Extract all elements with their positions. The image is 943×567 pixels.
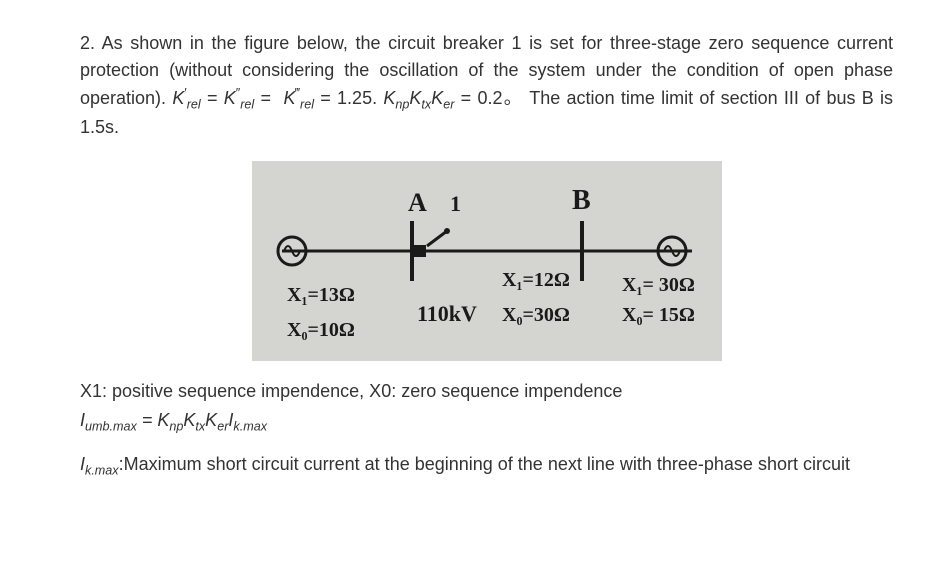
krel-expression: K′rel = K″rel = K‴rel = 1.25. KnpKtxKer …	[172, 88, 529, 108]
tx-sub: tx	[421, 98, 431, 112]
left-x0: X₀=10Ω	[287, 319, 355, 341]
knp2: K	[157, 410, 169, 430]
eq-sym: =	[137, 410, 158, 430]
circuit-svg: A 1 B X₁=13Ω X₀=10Ω X₁=12Ω 110kV X₀=30Ω …	[252, 161, 722, 361]
er-sub: er	[443, 98, 454, 112]
line-voltage: 110kV	[417, 301, 477, 326]
bus-a-label: A	[408, 188, 427, 217]
rel-sub2: rel	[240, 98, 254, 112]
k-sym2: K	[224, 88, 236, 108]
np-sub: np	[395, 98, 409, 112]
tx-sub2: tx	[195, 420, 205, 434]
np-sub2: np	[169, 420, 183, 434]
ikmax-text: Maximum short circuit current at the beg…	[124, 454, 850, 474]
breaker-handle-icon	[427, 231, 447, 246]
ker2: K	[205, 410, 217, 430]
breaker-1-label: 1	[450, 191, 461, 216]
left-x1: X₁=13Ω	[287, 284, 355, 306]
ker: K	[431, 88, 443, 108]
bus-b-label: B	[572, 185, 591, 216]
rel-sub: rel	[187, 98, 201, 112]
er-sub2: er	[217, 420, 228, 434]
iumb-formula: Iumb.max = KnpKtxKerIk.max	[80, 410, 893, 434]
ktx: K	[409, 88, 421, 108]
line-x1: X₁=12Ω	[502, 269, 570, 291]
line-x0: X₀=30Ω	[502, 304, 570, 326]
rel-sub3: rel	[300, 98, 314, 112]
ktx2: K	[183, 410, 195, 430]
kmax-sub: k.max	[233, 420, 267, 434]
knp-value: 0.2	[477, 88, 502, 108]
sequence-caption: X1: positive sequence impendence, X0: ze…	[80, 381, 893, 402]
breaker-handle-dot	[444, 228, 450, 234]
k-sym3: K	[284, 88, 296, 108]
problem-statement: 2. As shown in the figure below, the cir…	[80, 30, 893, 141]
right-x1: X₁= 30Ω	[622, 274, 695, 296]
circuit-figure: A 1 B X₁=13Ω X₀=10Ω X₁=12Ω 110kV X₀=30Ω …	[252, 161, 722, 361]
breaker-box-icon	[414, 245, 426, 257]
knp: K	[383, 88, 395, 108]
ikmax-definition: Ik.max:Maximum short circuit current at …	[80, 454, 893, 478]
right-x0: X₀= 15Ω	[622, 304, 695, 326]
k-sym: K	[172, 88, 184, 108]
kmax-sub2: k.max	[85, 464, 119, 478]
krel-value: 1.25	[337, 88, 372, 108]
umb-max-sub: umb.max	[85, 420, 137, 434]
page: 2. As shown in the figure below, the cir…	[0, 0, 943, 508]
